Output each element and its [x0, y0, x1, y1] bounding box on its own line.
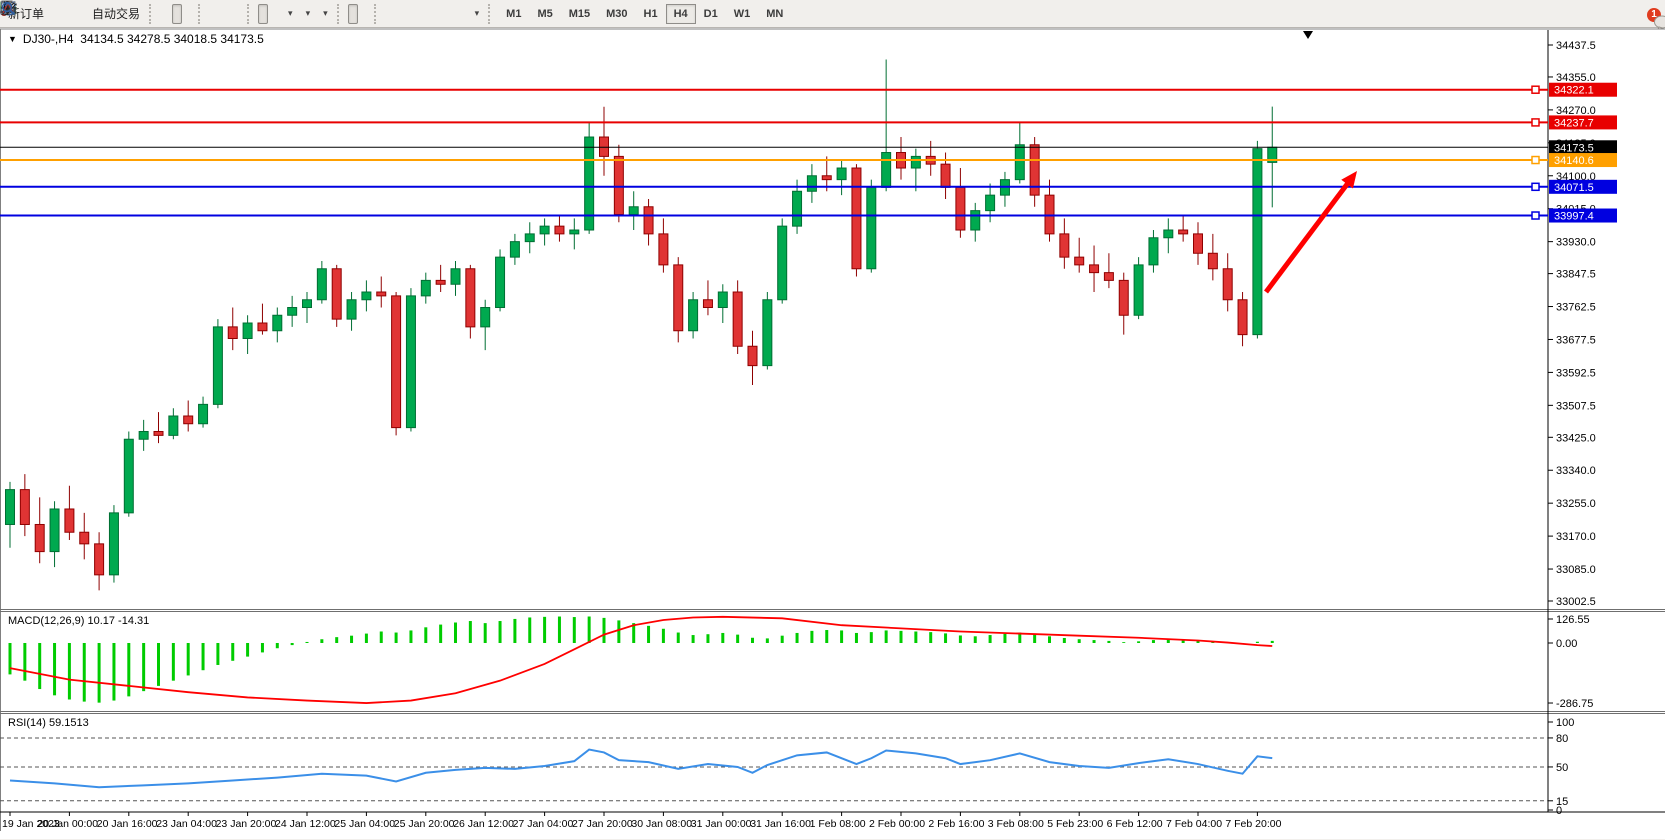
support-line-1-handle: [1532, 183, 1539, 190]
price-tick-label: 33255.0: [1556, 498, 1596, 510]
support-line-2-handle: [1532, 212, 1539, 219]
resistance-line-2-handle: [1532, 119, 1539, 126]
price-tick-label: 33170.0: [1556, 531, 1596, 543]
time-tick-label: 31 Jan 16:00: [750, 818, 811, 830]
time-tick-label: 20 Jan 16:00: [97, 818, 158, 830]
rsi-axis-label: 50: [1556, 762, 1568, 774]
resistance-line-1-badge-label: 34322.1: [1554, 85, 1594, 97]
current-price-line-badge-label: 34173.5: [1554, 142, 1594, 154]
price-tick-label: 34437.5: [1556, 40, 1596, 52]
time-tick-label: 25 Jan 04:00: [334, 818, 395, 830]
price-tick-label: 34270.0: [1556, 105, 1596, 117]
time-tick-label: 27 Jan 04:00: [513, 818, 574, 830]
time-tick-label: 7 Feb 04:00: [1166, 818, 1222, 830]
resistance-line-2-badge-label: 34237.7: [1554, 117, 1594, 129]
time-tick-label: 30 Jan 08:00: [631, 818, 692, 830]
rsi-axis-label: 100: [1556, 717, 1574, 729]
macd-axis-label: -286.75: [1556, 698, 1593, 710]
chart-ohlc-values: 34134.5 34278.5 34018.5 34173.5: [80, 32, 264, 46]
time-tick-label: 24 Jan 12:00: [275, 818, 336, 830]
time-tick-label: 1 Feb 08:00: [810, 818, 866, 830]
macd-axis-label: 126.55: [1556, 614, 1590, 626]
chart-symbol-period: DJ30-,H4: [23, 32, 74, 46]
time-tick-label: 25 Jan 20:00: [394, 818, 455, 830]
macd-indicator-label: MACD(12,26,9) 10.17 -14.31: [8, 615, 149, 627]
price-tick-label: 33762.5: [1556, 302, 1596, 314]
time-tick-label: 7 Feb 20:00: [1225, 818, 1281, 830]
price-tick-label: 33002.5: [1556, 596, 1596, 608]
price-tick-label: 33340.0: [1556, 465, 1596, 477]
time-tick-label: 26 Jan 12:00: [453, 818, 514, 830]
time-tick-label: 2 Feb 00:00: [869, 818, 925, 830]
resistance-line-1-handle: [1532, 86, 1539, 93]
chart-background: [0, 29, 1665, 839]
time-tick-label: 31 Jan 00:00: [691, 818, 752, 830]
price-tick-label: 33085.0: [1556, 564, 1596, 576]
time-tick-label: 3 Feb 08:00: [988, 818, 1044, 830]
time-tick-label: 6 Feb 12:00: [1107, 818, 1163, 830]
price-tick-label: 33425.0: [1556, 432, 1596, 444]
rsi-axis-label: 80: [1556, 733, 1568, 745]
chart-title: ▼ DJ30-,H4 34134.5 34278.5 34018.5 34173.…: [8, 32, 264, 46]
macd-axis-label: 0.00: [1556, 638, 1577, 650]
pivot-line-handle: [1532, 157, 1539, 164]
pivot-line-badge-label: 34140.6: [1554, 155, 1594, 167]
price-tick-label: 33847.5: [1556, 269, 1596, 281]
support-line-2-badge-label: 33997.4: [1554, 211, 1594, 223]
chart-menu-icon[interactable]: ▼: [8, 34, 17, 44]
price-tick-label: 33592.5: [1556, 367, 1596, 379]
time-tick-label: 5 Feb 23:00: [1047, 818, 1103, 830]
time-tick-label: 27 Jan 20:00: [572, 818, 633, 830]
support-line-1-badge-label: 34071.5: [1554, 182, 1594, 194]
time-tick-label: 20 Jan 00:00: [37, 818, 98, 830]
time-tick-label: 23 Jan 20:00: [216, 818, 277, 830]
time-tick-label: 23 Jan 04:00: [156, 818, 217, 830]
time-tick-label: 2 Feb 16:00: [928, 818, 984, 830]
price-tick-label: 33677.5: [1556, 334, 1596, 346]
price-tick-label: 33930.0: [1556, 237, 1596, 249]
price-tick-label: 33507.5: [1556, 400, 1596, 412]
rsi-axis-label: 0: [1556, 805, 1562, 817]
rsi-indicator-label: RSI(14) 59.1513: [8, 717, 89, 729]
price-tick-label: 34355.0: [1556, 72, 1596, 84]
